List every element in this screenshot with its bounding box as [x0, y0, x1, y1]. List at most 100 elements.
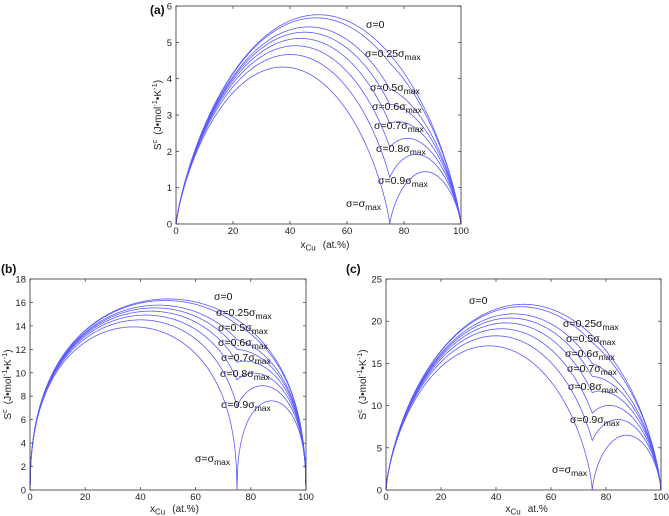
y-tick-label: 10 — [371, 401, 382, 412]
series-annotation: σ=0.5σmax — [566, 333, 617, 347]
x-label-subscript: Cu — [511, 508, 521, 516]
series-line-sigma-0.25 — [385, 306, 662, 491]
y-label-unit: •K — [153, 90, 164, 101]
annotation-text: σ=0.25σ — [365, 48, 405, 60]
y-label-exponent: -1 — [355, 353, 364, 360]
annotation-subscript: max — [599, 352, 616, 362]
y-label-main: S — [358, 413, 369, 420]
series-line-sigma-1 — [385, 345, 662, 491]
series-annotation: σ=0 — [214, 291, 233, 303]
x-label-unit: (at.%) — [323, 240, 350, 251]
series-annotation: σ=0.9σmax — [378, 175, 429, 189]
chart-panel-c: σ=0σ=0.25σmaxσ=0.5σmaxσ=0.6σmaxσ=0.7σmax… — [346, 262, 669, 516]
series-annotation: σ=0.8σmax — [376, 143, 427, 157]
x-label-subscript: Cu — [306, 244, 316, 253]
y-tick-label: 0 — [377, 486, 382, 497]
y-tick-label: 3 — [167, 111, 172, 122]
y-tick-label: 20 — [371, 317, 382, 328]
x-tick-label: 80 — [246, 492, 257, 503]
x-tick-label: 40 — [135, 492, 146, 503]
y-axis-label: Sc(J•mol-1•K-1) — [0, 349, 14, 419]
series-annotation: σ=0.6σmax — [372, 101, 423, 115]
series-line-sigma-0.25 — [29, 300, 307, 491]
y-tick-label: 25 — [371, 275, 382, 286]
annotation-text: σ=0.7σ — [221, 352, 255, 364]
annotation-text: σ=0.7σ — [567, 363, 601, 375]
series-annotation: σ=0.7σmax — [221, 352, 272, 366]
x-label-main: x — [506, 504, 511, 515]
annotation-subscript: max — [603, 322, 620, 332]
series-line-sigma-1 — [29, 326, 307, 491]
annotation-text: σ=σ — [552, 464, 572, 476]
annotation-subscript: max — [255, 356, 272, 366]
annotation-subscript: max — [604, 418, 621, 428]
series-annotation: σ=0.5σmax — [218, 322, 269, 336]
annotation-text: σ=0.25σ — [563, 318, 603, 330]
series-line-sigma-0.9 — [29, 319, 307, 491]
annotation-text: σ=0.5σ — [218, 322, 252, 334]
y-label-unit: (J•mol — [358, 376, 369, 404]
annotation-subscript: max — [600, 337, 617, 347]
annotation-subscript: max — [252, 341, 269, 351]
series-line-sigma-0.8 — [385, 328, 662, 491]
series-annotation: σ=0.6σmax — [218, 337, 269, 351]
chart-panel-a: σ=0σ=0.25σmaxσ=0.5σmaxσ=0.6σmaxσ=0.7σmax… — [150, 2, 469, 253]
series-line-sigma-0.9 — [385, 335, 662, 491]
series-line-sigma-0.9 — [175, 54, 462, 225]
y-tick-label: 15 — [371, 359, 382, 370]
series-annotation: σ=0.7σmax — [567, 363, 618, 377]
series-annotation: σ=0.25σmax — [563, 318, 619, 332]
annotation-subscript: max — [256, 311, 273, 321]
y-label-exponent: -1 — [150, 100, 159, 107]
plot-frame — [29, 278, 307, 491]
series-annotation: σ=0.9σmax — [570, 414, 621, 428]
series-annotation: σ=0 — [366, 19, 385, 31]
x-tick-label: 100 — [653, 492, 669, 503]
x-label-subscript: Cu — [155, 508, 165, 516]
series-annotation: σ=0.9σmax — [221, 399, 272, 413]
series-line-sigma-0.6 — [29, 307, 307, 491]
x-tick-label: 0 — [383, 492, 388, 503]
y-label-exponent: -1 — [355, 370, 364, 377]
panel-label: (c) — [346, 262, 361, 276]
series-annotation: σ=0 — [469, 295, 488, 307]
annotation-text: σ=0.9σ — [378, 175, 412, 187]
annotation-text: σ=0.6σ — [218, 337, 252, 349]
y-tick-label: 0 — [167, 220, 172, 231]
x-tick-label: 80 — [601, 492, 612, 503]
series-annotation: σ=0.25σmax — [216, 307, 272, 321]
annotation-text: σ=0.5σ — [370, 82, 404, 94]
y-tick-label: 18 — [15, 275, 26, 286]
annotation-text: σ=0 — [214, 291, 233, 303]
x-tick-label: 80 — [399, 226, 410, 237]
y-tick-label: 6 — [21, 415, 26, 426]
series-line-sigma-0.5 — [385, 313, 662, 491]
y-label-main: S — [153, 143, 164, 150]
y-axis-label: Sc(J•mol-1•K-1) — [150, 80, 164, 150]
plot-frame — [385, 278, 662, 491]
annotation-subscript: max — [404, 86, 421, 96]
x-label-unit: at.% — [528, 504, 548, 515]
x-tick-label: 20 — [80, 492, 91, 503]
panel-label: (a) — [150, 3, 165, 17]
series-annotation: σ=σmax — [195, 453, 231, 467]
x-tick-label: 0 — [173, 226, 178, 237]
annotation-text: σ=0 — [366, 19, 385, 31]
annotation-subscript: max — [601, 367, 618, 377]
x-tick-label: 40 — [285, 226, 296, 237]
y-label-exponent: -1 — [0, 353, 9, 360]
x-tick-label: 40 — [491, 492, 502, 503]
annotation-text: σ=0.6σ — [372, 101, 406, 113]
y-label-main: S — [3, 413, 14, 420]
y-tick-label: 10 — [15, 368, 26, 379]
annotation-subscript: max — [602, 385, 619, 395]
y-tick-label: 12 — [15, 345, 26, 356]
annotation-text: σ=0.8σ — [376, 143, 410, 155]
y-label-unit: •K — [358, 359, 369, 370]
y-label-exponent: -1 — [150, 83, 159, 90]
y-label-superscript: c — [0, 409, 9, 413]
series-annotation: σ=σmax — [346, 198, 382, 212]
y-tick-label: 6 — [167, 2, 172, 13]
series-line-sigma-0.7 — [175, 38, 462, 225]
x-tick-label: 60 — [190, 492, 201, 503]
